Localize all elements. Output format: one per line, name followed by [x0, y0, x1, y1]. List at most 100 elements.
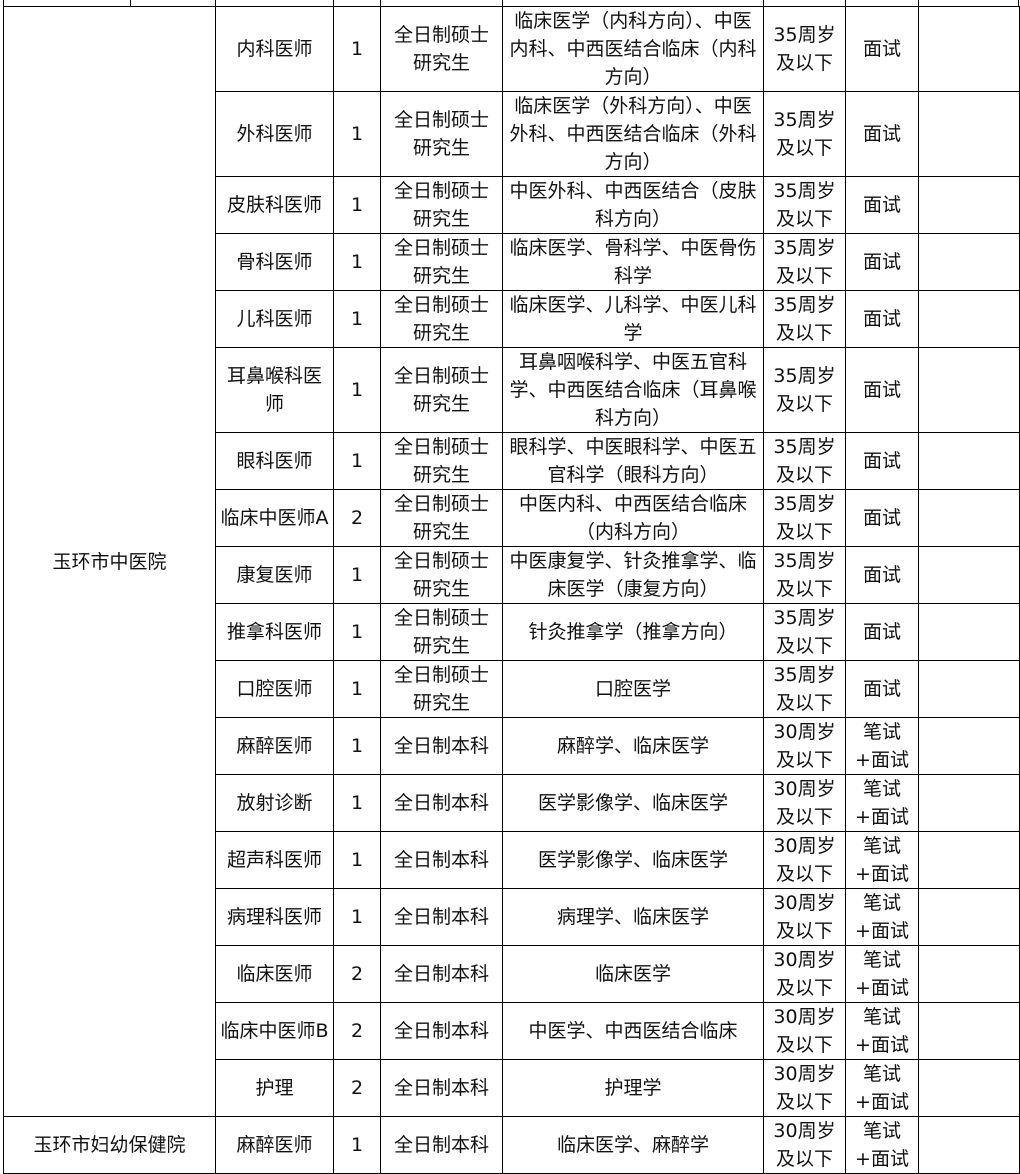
exam-cell: 笔试+面试: [845, 945, 919, 1003]
major-cell: 临床医学（外科方向）、中医外科、中西医结合临床（外科方向）: [502, 91, 764, 177]
education-cell: 全日制硕士研究生: [380, 603, 503, 661]
exam-cell: 笔试+面试: [845, 774, 919, 832]
note-cell: [918, 347, 1020, 433]
exam-cell: 面试: [845, 347, 919, 433]
count-cell: 1: [333, 347, 381, 433]
note-cell: [918, 91, 1020, 177]
note-cell: [918, 432, 1020, 490]
education-cell: 全日制本科: [380, 831, 503, 889]
count-cell: 1: [333, 432, 381, 490]
count-cell: 2: [333, 945, 381, 1003]
education-cell: 全日制本科: [380, 774, 503, 832]
age-cell: 35周岁及以下: [763, 176, 846, 234]
count-cell: 1: [333, 6, 381, 92]
exam-cell: 笔试+面试: [845, 1002, 919, 1060]
note-cell: [918, 6, 1020, 92]
post-cell: 皮肤科医师: [215, 176, 334, 234]
table-row: 推拿科医师 1 全日制硕士研究生 针灸推拿学（推拿方向） 35周岁及以下 面试: [4, 603, 1020, 661]
exam-cell: 面试: [845, 6, 919, 92]
age-cell: 35周岁及以下: [763, 6, 846, 92]
count-cell: 1: [333, 290, 381, 348]
note-cell: [918, 945, 1020, 1003]
table-row: 麻醉医师 1 全日制本科 麻醉学、临床医学 30周岁及以下 笔试+面试: [4, 717, 1020, 775]
count-cell: 1: [333, 176, 381, 234]
exam-cell: 笔试+面试: [845, 831, 919, 889]
exam-cell: 面试: [845, 489, 919, 547]
education-cell: 全日制硕士研究生: [380, 489, 503, 547]
major-cell: 眼科学、中医眼科学、中医五官科学（眼科方向）: [502, 432, 764, 490]
post-cell: 临床医师: [215, 945, 334, 1003]
education-cell: 全日制硕士研究生: [380, 660, 503, 718]
age-cell: 35周岁及以下: [763, 603, 846, 661]
education-cell: 全日制本科: [380, 1002, 503, 1060]
post-cell: 临床中医师A: [215, 489, 334, 547]
post-cell: 内科医师: [215, 6, 334, 92]
age-cell: 30周岁及以下: [763, 1002, 846, 1060]
post-cell: 临床中医师B: [215, 1002, 334, 1060]
post-cell: 耳鼻喉科医师: [215, 347, 334, 433]
note-cell: [918, 1116, 1020, 1174]
table-row: 玉环市妇幼保健院 麻醉医师 1 全日制本科 临床医学、麻醉学 30周岁及以下 笔试+面试: [3, 1116, 1020, 1174]
table-row: 超声科医师 1 全日制本科 医学影像学、临床医学 30周岁及以下 笔试+面试: [4, 831, 1020, 889]
exam-cell: 面试: [845, 176, 919, 234]
education-cell: 全日制硕士研究生: [380, 176, 503, 234]
education-cell: 全日制硕士研究生: [380, 290, 503, 348]
age-cell: 35周岁及以下: [763, 546, 846, 604]
major-cell: 中医康复学、针灸推拿学、临床医学（康复方向）: [502, 546, 764, 604]
exam-cell: 面试: [845, 660, 919, 718]
major-cell: 医学影像学、临床医学: [502, 831, 764, 889]
table-row: 口腔医师 1 全日制硕士研究生 口腔医学 35周岁及以下 面试: [4, 660, 1020, 718]
hospital-cell: 玉环市妇幼保健院: [3, 1116, 216, 1174]
count-cell: 2: [333, 1059, 381, 1117]
note-cell: [918, 290, 1020, 348]
age-cell: 35周岁及以下: [763, 233, 846, 291]
note-cell: [918, 717, 1020, 775]
education-cell: 全日制硕士研究生: [380, 6, 503, 92]
count-cell: 2: [333, 489, 381, 547]
age-cell: 35周岁及以下: [763, 432, 846, 490]
major-cell: 临床医学、儿科学、中医儿科学: [502, 290, 764, 348]
education-cell: 全日制硕士研究生: [380, 546, 503, 604]
exam-cell: 笔试+面试: [845, 717, 919, 775]
age-cell: 30周岁及以下: [763, 717, 846, 775]
post-cell: 外科医师: [215, 91, 334, 177]
count-cell: 1: [333, 660, 381, 718]
table-row: 康复医师 1 全日制硕士研究生 中医康复学、针灸推拿学、临床医学（康复方向） 35周岁及…: [4, 546, 1020, 604]
post-cell: 眼科医师: [215, 432, 334, 490]
post-cell: 护理: [215, 1059, 334, 1117]
recruitment-table: 玉环市中医院 内科医师 1 全日制硕士研究生 临床医学（内科方向）、中医内科、中西医结合…: [3, 6, 1020, 1174]
count-cell: 1: [333, 717, 381, 775]
age-cell: 30周岁及以下: [763, 1059, 846, 1117]
table-row: 护理 2 全日制本科 护理学 30周岁及以下 笔试+面试: [4, 1059, 1020, 1117]
previous-row-fragment: [0, 0, 1020, 7]
post-cell: 骨科医师: [215, 233, 334, 291]
education-cell: 全日制硕士研究生: [380, 233, 503, 291]
education-cell: 全日制硕士研究生: [380, 91, 503, 177]
age-cell: 30周岁及以下: [763, 831, 846, 889]
major-cell: 中医外科、中西医结合（皮肤科方向）: [502, 176, 764, 234]
count-cell: 1: [333, 603, 381, 661]
age-cell: 30周岁及以下: [763, 1116, 846, 1174]
table-row: 临床中医师B 2 全日制本科 中医学、中西医结合临床 30周岁及以下 笔试+面试: [4, 1002, 1020, 1060]
exam-cell: 面试: [845, 546, 919, 604]
note-cell: [918, 603, 1020, 661]
note-cell: [918, 831, 1020, 889]
note-cell: [918, 176, 1020, 234]
age-cell: 35周岁及以下: [763, 660, 846, 718]
post-cell: 康复医师: [215, 546, 334, 604]
age-cell: 30周岁及以下: [763, 774, 846, 832]
age-cell: 35周岁及以下: [763, 290, 846, 348]
age-cell: 35周岁及以下: [763, 91, 846, 177]
note-cell: [918, 1059, 1020, 1117]
note-cell: [918, 888, 1020, 946]
major-cell: 临床医学（内科方向）、中医内科、中西医结合临床（内科方向）: [502, 6, 764, 92]
education-cell: 全日制本科: [380, 945, 503, 1003]
major-cell: 医学影像学、临床医学: [502, 774, 764, 832]
table-row: 临床医师 2 全日制本科 临床医学 30周岁及以下 笔试+面试: [4, 945, 1020, 1003]
note-cell: [918, 546, 1020, 604]
major-cell: 针灸推拿学（推拿方向）: [502, 603, 764, 661]
count-cell: 2: [333, 1002, 381, 1060]
table-row: 放射诊断 1 全日制本科 医学影像学、临床医学 30周岁及以下 笔试+面试: [4, 774, 1020, 832]
education-cell: 全日制硕士研究生: [380, 347, 503, 433]
count-cell: 1: [333, 774, 381, 832]
